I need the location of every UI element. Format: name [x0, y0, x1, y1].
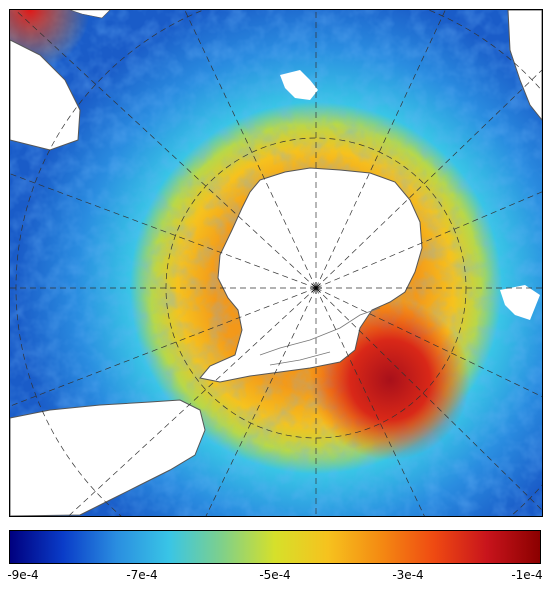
island-right — [500, 285, 540, 320]
colorbar — [9, 530, 541, 564]
meridian-line — [205, 287, 317, 516]
south-pole-marker — [310, 282, 322, 294]
south-america-land — [10, 399, 206, 516]
colorbar-tick-label: -1e-4 — [511, 568, 543, 582]
colorbar-tick-label: -5e-4 — [259, 568, 291, 582]
meridian-line — [315, 287, 542, 511]
top-left-land-strip — [69, 10, 111, 19]
meridian-line — [315, 287, 425, 516]
meridian-line — [10, 287, 317, 407]
map-canvas — [10, 10, 542, 516]
colorbar-tick-label: -7e-4 — [126, 568, 158, 582]
antarctica-land — [199, 167, 423, 383]
graticule — [10, 10, 542, 516]
colorbar-tick-label: -3e-4 — [392, 568, 424, 582]
meridian-line — [10, 173, 317, 289]
colorbar-tick-label: -9e-4 — [7, 568, 39, 582]
meridian-line — [315, 10, 446, 289]
meridian-line — [184, 10, 317, 289]
meridian-line — [315, 287, 542, 397]
meridian-line — [315, 191, 542, 289]
meridian-line — [315, 69, 542, 289]
australia-land — [507, 10, 542, 121]
island-upper — [280, 70, 318, 100]
africa-land — [10, 39, 81, 151]
polar-map — [9, 9, 543, 517]
